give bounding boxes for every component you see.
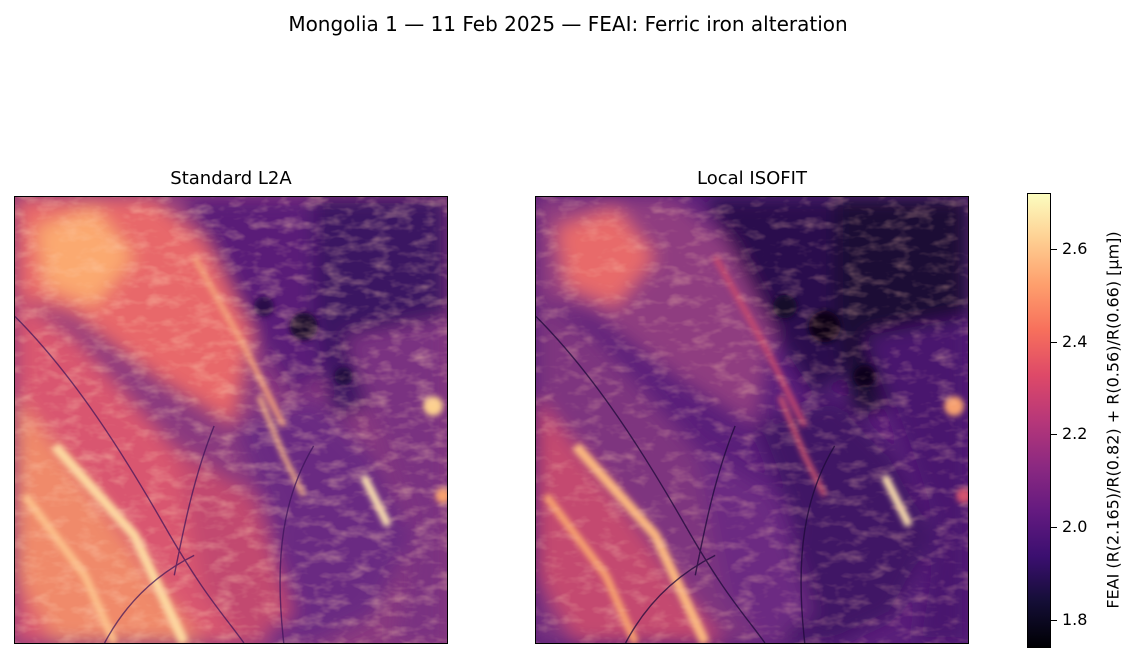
colorbar-tick-label: 1.8 (1062, 610, 1088, 630)
figure-title: Mongolia 1 — 11 Feb 2025 — FEAI: Ferric … (288, 12, 848, 36)
colorbar-tick (1051, 341, 1057, 343)
colorbar-tick (1051, 620, 1057, 622)
colorbar-tick (1051, 434, 1057, 436)
panel-title-standard-l2a: Standard L2A (170, 168, 292, 189)
colorbar-tick-label: 2.0 (1062, 517, 1088, 537)
panel-title-local-isofit: Local ISOFIT (697, 168, 807, 189)
colorbar-tick (1051, 527, 1057, 529)
colorbar-tick-label: 2.6 (1062, 238, 1088, 258)
colorbar (1027, 193, 1051, 648)
colorbar-tick-label: 2.4 (1062, 331, 1088, 351)
colorbar-label: FEAI (R(2.165)/R(0.82) + R(0.56)/R(0.66)… (1103, 231, 1123, 609)
colorbar-tick-label: 2.2 (1062, 424, 1088, 444)
colorbar-tick (1051, 248, 1057, 250)
standard-l2a-image (14, 196, 448, 644)
local-isofit-image (535, 196, 969, 644)
